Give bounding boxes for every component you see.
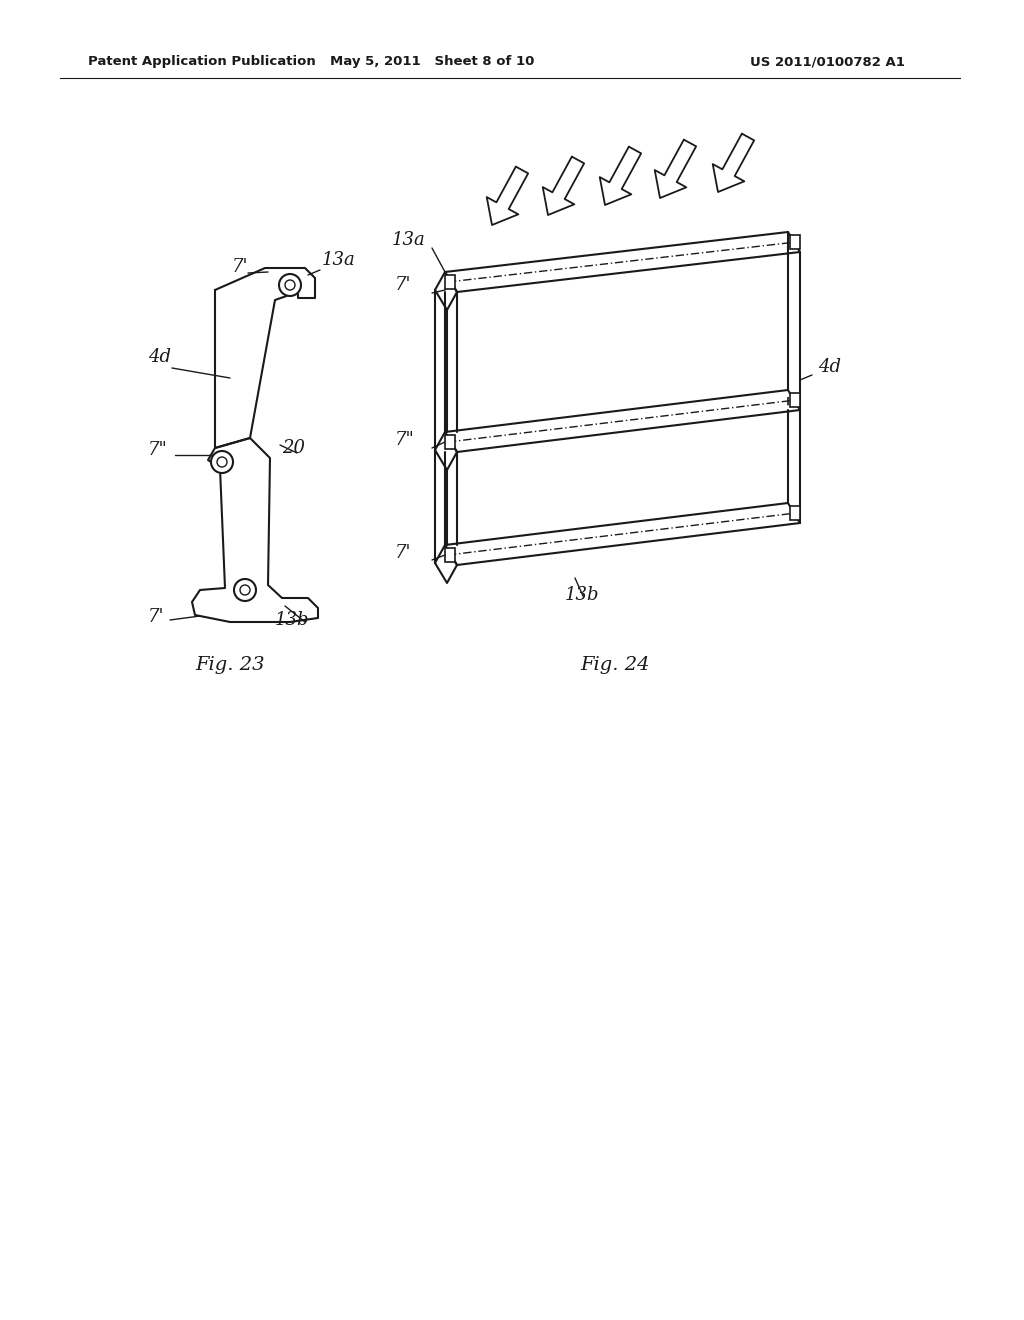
FancyBboxPatch shape <box>445 548 455 562</box>
Text: May 5, 2011   Sheet 8 of 10: May 5, 2011 Sheet 8 of 10 <box>330 55 535 69</box>
FancyBboxPatch shape <box>790 506 800 520</box>
Text: 20: 20 <box>282 440 305 457</box>
Text: 7': 7' <box>395 544 412 562</box>
Polygon shape <box>435 545 457 583</box>
Circle shape <box>234 579 256 601</box>
Polygon shape <box>713 133 754 191</box>
Text: Patent Application Publication: Patent Application Publication <box>88 55 315 69</box>
Polygon shape <box>193 438 318 622</box>
FancyBboxPatch shape <box>445 275 455 289</box>
Circle shape <box>279 275 301 296</box>
Polygon shape <box>600 147 641 205</box>
Polygon shape <box>486 166 528 224</box>
Text: 7': 7' <box>232 257 249 276</box>
Polygon shape <box>445 232 800 292</box>
Polygon shape <box>215 268 315 447</box>
Text: 13a: 13a <box>392 231 426 249</box>
Text: 4d: 4d <box>148 348 171 366</box>
Polygon shape <box>445 503 800 565</box>
FancyBboxPatch shape <box>790 235 800 249</box>
Text: 7': 7' <box>148 609 165 626</box>
Polygon shape <box>435 272 457 310</box>
Text: US 2011/0100782 A1: US 2011/0100782 A1 <box>750 55 905 69</box>
Text: 13b: 13b <box>275 611 309 630</box>
Circle shape <box>211 451 233 473</box>
FancyBboxPatch shape <box>445 436 455 449</box>
Text: 7': 7' <box>395 276 412 294</box>
Text: Fig. 24: Fig. 24 <box>581 656 650 675</box>
Polygon shape <box>445 389 800 451</box>
Polygon shape <box>543 157 584 215</box>
Text: Fig. 23: Fig. 23 <box>196 656 265 675</box>
Text: 7": 7" <box>395 432 415 449</box>
Polygon shape <box>435 432 457 470</box>
Text: 4d: 4d <box>818 358 841 376</box>
Text: 13a: 13a <box>322 251 355 269</box>
Text: 13b: 13b <box>565 586 599 605</box>
FancyBboxPatch shape <box>790 393 800 407</box>
Polygon shape <box>654 140 696 198</box>
Text: 7": 7" <box>148 441 168 459</box>
